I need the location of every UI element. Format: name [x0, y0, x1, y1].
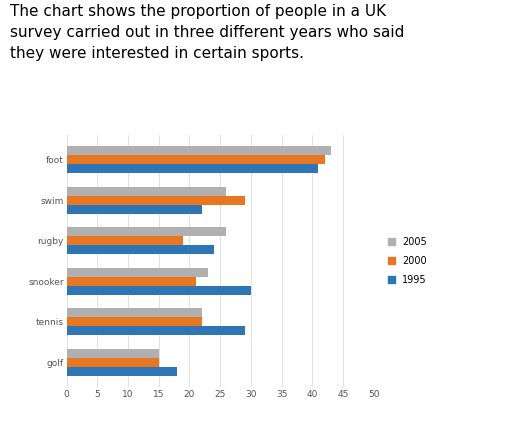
Text: The chart shows the proportion of people in a UK
survey carried out in three dif: The chart shows the proportion of people…: [10, 4, 404, 61]
Bar: [67, 286, 251, 295]
Bar: [67, 196, 245, 205]
Bar: [67, 187, 226, 196]
Bar: [67, 245, 214, 254]
Bar: [67, 236, 183, 245]
Bar: [67, 317, 202, 326]
Bar: [67, 268, 208, 277]
Bar: [67, 358, 159, 367]
Bar: [67, 227, 226, 236]
Bar: [67, 277, 196, 286]
Bar: [67, 326, 245, 335]
Bar: [67, 146, 331, 155]
Bar: [67, 164, 318, 173]
Bar: [67, 205, 202, 213]
Legend: 2005, 2000, 1995: 2005, 2000, 1995: [388, 237, 427, 285]
Bar: [67, 367, 177, 376]
Bar: [67, 309, 202, 317]
Bar: [67, 155, 325, 164]
Bar: [67, 349, 159, 358]
